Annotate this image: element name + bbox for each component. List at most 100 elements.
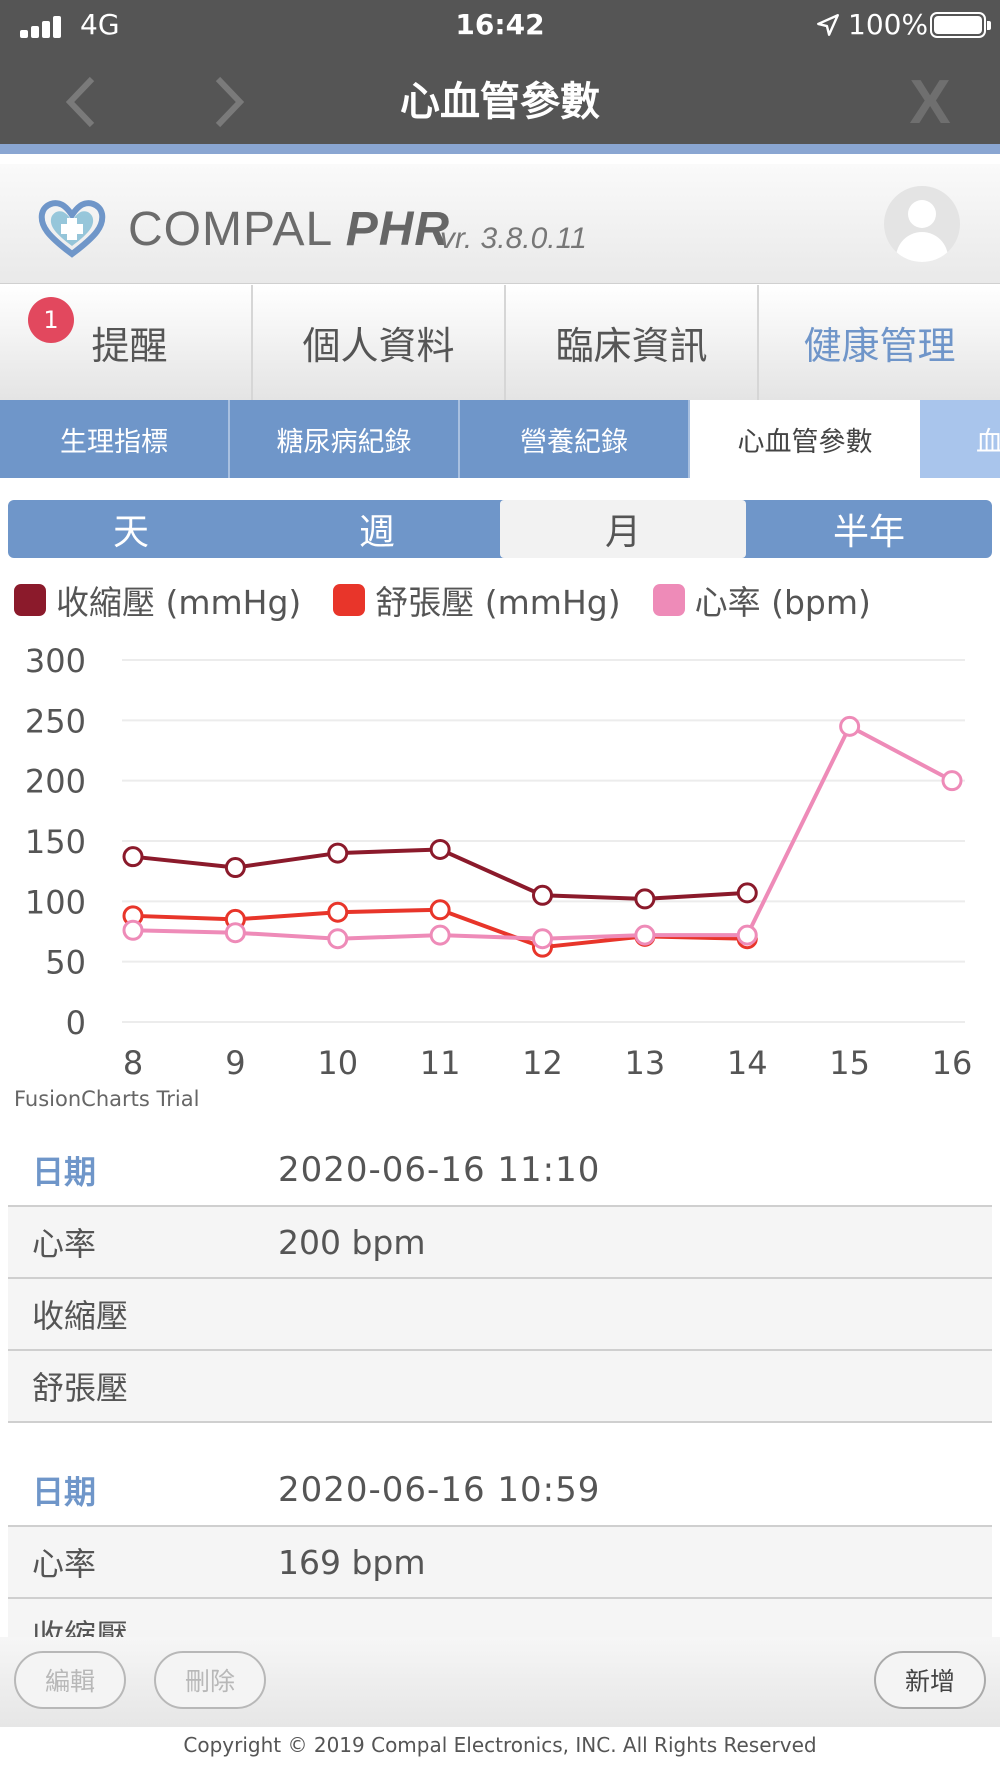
record-spacer — [8, 1423, 992, 1455]
app-version: vr. 3.8.0.11 — [440, 222, 587, 255]
edit-button[interactable]: 編輯 — [14, 1651, 126, 1709]
y-tick-label: 200 — [25, 763, 86, 801]
subtab-diabetes-records[interactable]: 糖尿病紀錄 — [230, 400, 460, 478]
location-arrow-icon — [817, 14, 839, 36]
forward-button[interactable] — [200, 50, 260, 154]
subtab-cardiovascular[interactable]: 心血管參數 — [690, 400, 920, 478]
date-label: 日期 — [32, 1473, 97, 1511]
data-point — [327, 901, 349, 923]
tab-label: 臨床資訊 — [555, 324, 708, 368]
chevron-right-icon — [215, 76, 245, 128]
data-point — [429, 924, 451, 946]
action-bar: 編輯 刪除 新增 — [0, 1637, 1000, 1727]
series-line — [132, 724, 953, 941]
x-tick-label: 14 — [727, 1044, 768, 1082]
x-tick-label: 10 — [317, 1044, 358, 1082]
record-field-row: 心率 200 bpm — [8, 1207, 992, 1279]
add-button[interactable]: 新增 — [874, 1651, 986, 1709]
tab-clinical-info[interactable]: 臨床資訊 — [506, 285, 759, 400]
back-button[interactable] — [50, 50, 110, 154]
copyright-footer: Copyright © 2019 Compal Electronics, INC… — [0, 1727, 1000, 1778]
navigation-bar: 心血管參數 X — [0, 50, 1000, 154]
record-date-row[interactable]: 日期 2020-06-16 10:59 — [8, 1455, 992, 1527]
y-tick-label: 250 — [25, 702, 86, 740]
x-tick-label: 15 — [829, 1044, 870, 1082]
data-point — [532, 884, 553, 906]
record-field-row: 收縮壓 — [8, 1279, 992, 1351]
x-tick-label: 8 — [123, 1044, 143, 1082]
data-point — [736, 882, 758, 904]
tab-label: 提醒 — [91, 324, 168, 368]
subtab-vital-signs[interactable]: 生理指標 — [0, 400, 230, 478]
records-list: 日期 2020-06-16 11:10 心率 200 bpm 收縮壓 舒張壓 日… — [8, 1135, 992, 1637]
data-point — [122, 919, 144, 941]
page-title: 心血管參數 — [400, 79, 600, 125]
y-tick-label: 100 — [25, 883, 86, 921]
legend-swatch — [14, 584, 46, 616]
tab-reminders[interactable]: 1 提醒 — [0, 285, 253, 400]
battery-icon — [930, 12, 991, 38]
record-field-row: 心率 169 bpm — [8, 1527, 992, 1599]
date-value: 2020-06-16 10:59 — [278, 1470, 601, 1510]
carrier-label: 4G — [80, 8, 120, 41]
data-point — [429, 899, 451, 921]
legend-label: 舒張壓 (mmHg) — [375, 583, 621, 622]
notification-badge: 1 — [28, 297, 74, 343]
data-point — [327, 842, 349, 864]
tab-health-management[interactable]: 健康管理 — [759, 285, 1000, 400]
data-point — [327, 928, 349, 950]
main-tabs: 1 提醒 個人資料 臨床資訊 健康管理 — [0, 285, 1000, 400]
legend-swatch — [652, 584, 685, 616]
delete-button[interactable]: 刪除 — [154, 1651, 266, 1709]
y-tick-label: 0 — [66, 1004, 86, 1042]
period-week[interactable]: 週 — [358, 512, 395, 553]
signal-icon — [20, 14, 64, 38]
data-point — [224, 922, 246, 944]
x-tick-label: 9 — [225, 1044, 245, 1082]
tab-personal-info[interactable]: 個人資料 — [253, 285, 506, 400]
data-point — [532, 928, 553, 950]
period-selector: 天 週 月 半年 — [8, 500, 992, 558]
legend-label: 心率 (bpm) — [694, 583, 871, 622]
period-half-year[interactable]: 半年 — [832, 512, 905, 553]
tab-label: 健康管理 — [803, 324, 956, 368]
data-point — [429, 838, 451, 860]
data-point — [736, 924, 758, 946]
sub-tabs: 生理指標 糖尿病紀錄 營養紀錄 心血管參數 血 — [0, 400, 1000, 478]
field-label: 收縮壓 — [32, 1297, 129, 1335]
field-label: 收縮壓 — [32, 1617, 129, 1637]
date-value: 2020-06-16 11:10 — [278, 1150, 601, 1190]
data-point — [634, 924, 656, 946]
cardiovascular-line-chart: 300 250 200 150 100 50 08 9 10 11 12 13 14 15 16 — [25, 642, 973, 1082]
brand-header: COMPAL PHR vr. 3.8.0.11 — [0, 164, 1000, 284]
subtab-nutrition-records[interactable]: 營養紀錄 — [460, 400, 690, 478]
y-tick-label: 300 — [25, 642, 86, 680]
period-month[interactable]: 月 — [500, 500, 746, 558]
x-tick-label: 13 — [625, 1044, 666, 1082]
chart-watermark: FusionCharts Trial — [14, 1087, 200, 1111]
clock: 16:42 — [455, 8, 545, 41]
subtab-partial[interactable]: 血 — [920, 400, 1000, 478]
close-button[interactable]: X — [909, 67, 951, 137]
period-day[interactable]: 天 — [112, 512, 149, 553]
field-label: 心率 — [32, 1225, 97, 1263]
chevron-left-icon — [65, 76, 95, 128]
status-bar: 4G 16:42 100% — [0, 0, 1000, 50]
data-point — [839, 715, 861, 737]
record-field-row: 舒張壓 — [8, 1351, 992, 1423]
field-value: 169 bpm — [278, 1542, 426, 1582]
data-point — [634, 888, 656, 910]
legend-label: 收縮壓 (mmHg) — [56, 583, 302, 622]
record-date-row[interactable]: 日期 2020-06-16 11:10 — [8, 1135, 992, 1207]
record-field-row: 收縮壓 — [8, 1599, 992, 1637]
x-tick-label: 11 — [420, 1044, 461, 1082]
data-point — [122, 846, 144, 868]
data-point — [224, 857, 246, 879]
battery-percent: 100% — [848, 8, 929, 41]
legend-systolic: 收縮壓 (mmHg) — [14, 576, 301, 624]
user-avatar[interactable] — [884, 186, 960, 262]
compal-heart-logo-icon — [38, 200, 106, 258]
y-tick-label: 50 — [45, 944, 86, 982]
x-tick-label: 16 — [932, 1044, 973, 1082]
y-tick-label: 150 — [25, 823, 86, 861]
